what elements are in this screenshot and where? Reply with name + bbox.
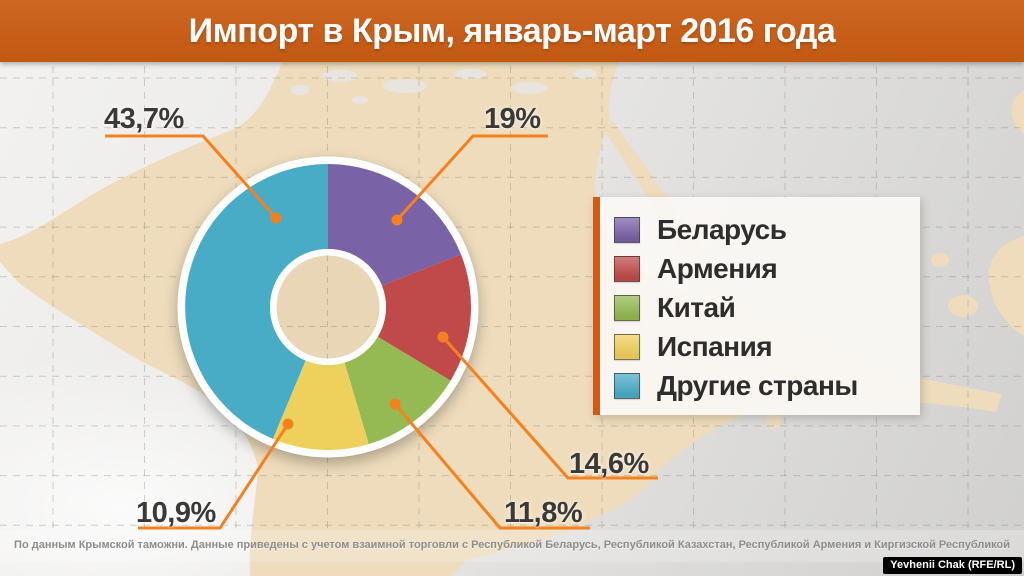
legend-label-2: Китай [657,291,736,323]
legend: Беларусь Армения Китай Испания Другие страны [593,197,920,415]
legend-label-1: Армения [657,252,778,284]
footer-band [0,530,1024,562]
legend-label-0: Беларусь [657,213,787,245]
legend-accent-bar [593,197,600,415]
callout-line-0 [395,134,548,222]
slice-value-label-4: 43,7% [104,103,184,135]
slice-value-label-1: 14,6% [569,448,649,480]
callout-line-2 [393,403,590,530]
callout-line-4 [105,134,278,219]
page-title: Импорт в Крым, январь-март 2016 года [188,11,836,50]
legend-items: Беларусь Армения Китай Испания Другие страны [614,210,920,405]
callout-line-3 [138,423,290,530]
legend-swatch-2 [614,294,640,321]
donut-slice-3 [272,360,369,451]
legend-item-3: Испания [614,327,920,366]
callout-lines [105,134,658,530]
callout-dot-2 [389,398,401,410]
credit-badge: Yevhenii Chak (RFE/RL) [883,557,1022,574]
slice-value-label-2: 11,8% [504,497,583,529]
legend-swatch-0 [614,216,640,243]
legend-item-1: Армения [614,249,920,288]
title-bar: Импорт в Крым, январь-март 2016 года [0,0,1024,62]
legend-item-0: Беларусь [614,210,920,249]
legend-swatch-4 [614,372,640,399]
callout-dot-3 [282,418,294,430]
donut-slice-2 [344,336,451,445]
donut-slices [185,163,472,451]
slice-value-label-0: 19% [484,103,541,135]
legend-swatch-3 [614,333,640,360]
legend-label-3: Испания [657,330,773,362]
legend-item-2: Китай [614,288,920,327]
source-note: По данным Крымской таможни. Данные приве… [14,539,1010,551]
donut-hole [276,255,380,359]
legend-swatch-1 [614,255,640,282]
slice-value-label-3: 10,9% [136,497,216,529]
legend-label-4: Другие страны [657,369,858,401]
lagoon-speckles [290,69,597,104]
callout-dot-4 [270,212,282,224]
callout-dot-0 [391,214,403,226]
donut-slice-4 [185,164,328,439]
legend-item-4: Другие страны [614,366,920,405]
callout-line-1 [441,336,658,480]
donut-slice-1 [377,254,472,381]
callout-dot-1 [437,331,449,343]
